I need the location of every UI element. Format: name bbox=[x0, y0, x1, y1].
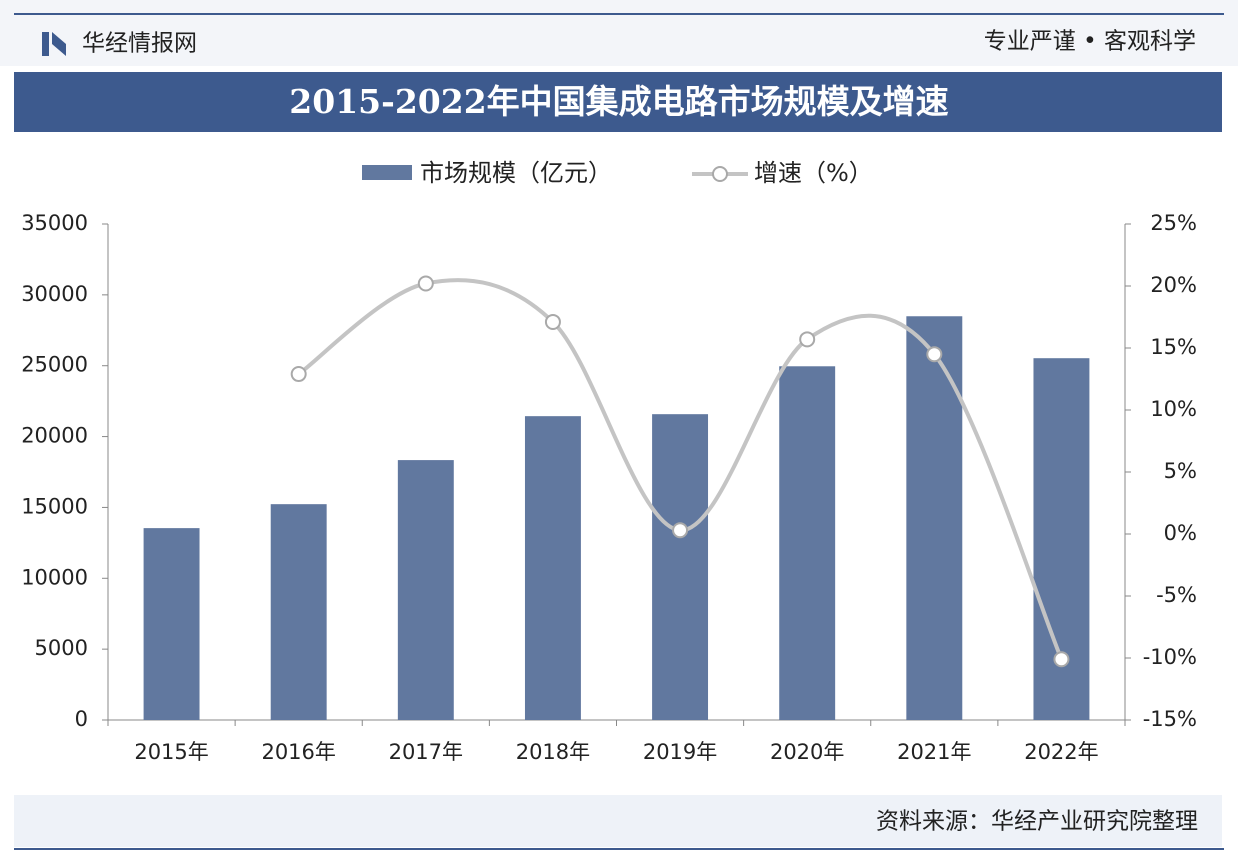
y2-tick-label: 25% bbox=[1150, 211, 1197, 235]
logo-icon bbox=[42, 32, 66, 56]
bar bbox=[524, 416, 581, 720]
y-tick-label: 15000 bbox=[21, 494, 88, 518]
y2-tick-label: -10% bbox=[1143, 645, 1197, 669]
line-point bbox=[799, 331, 816, 348]
line-point bbox=[672, 522, 689, 539]
y-tick-label: 0 bbox=[75, 707, 88, 731]
line-point bbox=[290, 366, 307, 383]
y-tick-label: 10000 bbox=[21, 565, 88, 589]
title-bar bbox=[14, 72, 1222, 132]
x-tick-label: 2020年 bbox=[770, 740, 844, 764]
plot: 0 5000 10000 15000 20000 25000 30000 35000 -15% -… bbox=[21, 159, 1197, 764]
line-point bbox=[1053, 651, 1070, 668]
y2-tick-label: 0% bbox=[1164, 521, 1197, 545]
bar bbox=[652, 414, 709, 720]
y2-tick-label: -15% bbox=[1143, 707, 1197, 731]
y-tick-label: 30000 bbox=[21, 282, 88, 306]
x-tick-label: 2015年 bbox=[134, 740, 208, 764]
x-tick-label: 2018年 bbox=[516, 740, 590, 764]
y-tick-label: 25000 bbox=[21, 353, 88, 377]
footer-bar bbox=[14, 795, 1222, 847]
chart-title: 2015-2022年中国集成电路市场规模及增速 bbox=[289, 82, 948, 121]
legend-swatch bbox=[362, 165, 412, 180]
bar bbox=[906, 316, 963, 720]
y-tick-label: 20000 bbox=[21, 424, 88, 448]
bar bbox=[270, 504, 327, 720]
y2-tick-label: 15% bbox=[1150, 335, 1197, 359]
y2-tick-label: -5% bbox=[1156, 583, 1197, 607]
line-point bbox=[544, 313, 561, 330]
x-tick-label: 2021年 bbox=[897, 740, 971, 764]
line-point bbox=[926, 346, 943, 363]
x-tick-label: 2022年 bbox=[1024, 740, 1098, 764]
y-tick-label: 35000 bbox=[21, 211, 88, 235]
source: 资料来源：华经产业研究院整理 bbox=[876, 809, 1198, 835]
bar bbox=[143, 528, 200, 720]
line-point bbox=[417, 275, 434, 292]
legend-marker bbox=[712, 166, 728, 182]
brand: 华经情报网 bbox=[82, 31, 197, 57]
y2-tick-label: 20% bbox=[1150, 273, 1197, 297]
x-tick-label: 2019年 bbox=[643, 740, 717, 764]
y-tick-label: 5000 bbox=[35, 636, 88, 660]
y2-tick-label: 5% bbox=[1164, 459, 1197, 483]
x-tick-label: 2016年 bbox=[261, 740, 335, 764]
legend-label: 增速（%） bbox=[754, 159, 873, 187]
y2-tick-label: 10% bbox=[1150, 397, 1197, 421]
x-tick-label: 2017年 bbox=[389, 740, 463, 764]
bar bbox=[779, 366, 836, 720]
legend-label: 市场规模（亿元） bbox=[420, 159, 612, 187]
header-bar bbox=[0, 0, 1238, 66]
bar bbox=[397, 460, 454, 720]
line bbox=[297, 278, 1064, 661]
slogan: 专业严谨 • 客观科学 bbox=[984, 29, 1196, 55]
